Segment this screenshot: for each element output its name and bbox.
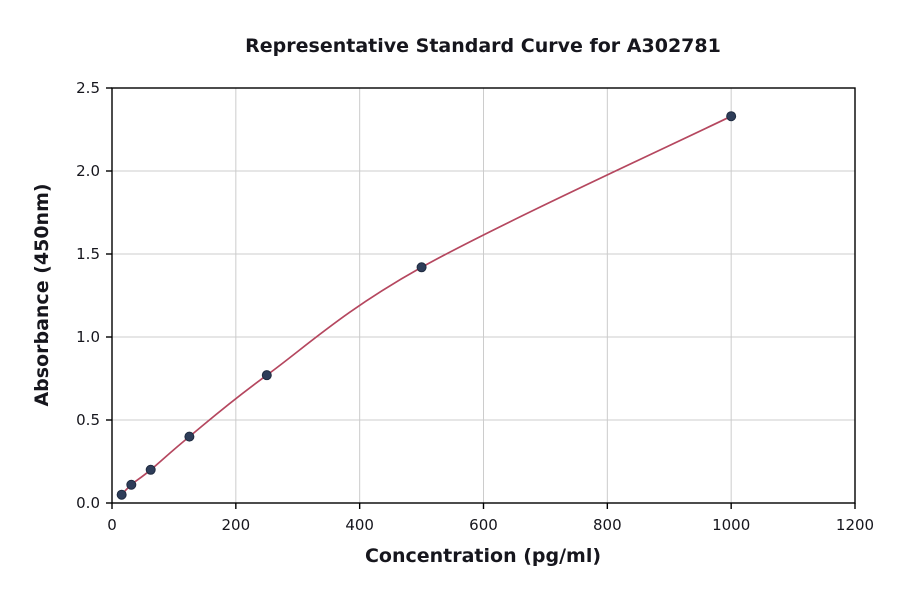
data-point-marker xyxy=(416,262,427,273)
data-point-marker xyxy=(261,370,272,381)
y-tick-label: 2.0 xyxy=(76,162,100,180)
y-tick-label: 1.0 xyxy=(76,328,100,346)
x-tick-label: 1200 xyxy=(836,516,874,534)
x-tick-label: 400 xyxy=(345,516,374,534)
chart-title: Representative Standard Curve for A30278… xyxy=(245,35,721,57)
y-tick-label: 0.5 xyxy=(76,411,100,429)
x-tick-label: 0 xyxy=(107,516,117,534)
y-tick-label: 0.0 xyxy=(76,494,100,512)
x-tick-label: 1000 xyxy=(712,516,750,534)
data-point-marker xyxy=(726,111,737,122)
data-point-marker xyxy=(116,489,127,500)
x-tick-label: 800 xyxy=(593,516,622,534)
y-tick-label: 2.5 xyxy=(76,79,100,97)
y-tick-label: 1.5 xyxy=(76,245,100,263)
x-tick-label: 200 xyxy=(222,516,251,534)
data-point-marker xyxy=(145,464,156,475)
x-tick-label: 600 xyxy=(469,516,498,534)
data-point-marker xyxy=(126,479,137,490)
data-point-marker xyxy=(184,431,195,442)
x-axis-label: Concentration (pg/ml) xyxy=(364,545,602,567)
standard-curve-line xyxy=(121,115,732,496)
